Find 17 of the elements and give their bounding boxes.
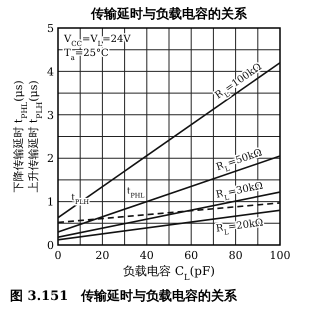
- x-axis-title: 负载电容 C$_{L}$(pF): [123, 264, 215, 282]
- x-tick-label: 40: [140, 249, 154, 262]
- y-tick-label: 4: [47, 65, 54, 78]
- text: R$_{L}$=30kΩ: [215, 180, 264, 202]
- chart-title: 传输延时与负载电容的关系: [90, 6, 248, 22]
- x-tick-label: 100: [270, 249, 290, 262]
- y-tick-label: 3: [47, 108, 54, 122]
- y-tick-label: 1: [47, 196, 54, 209]
- text: R$_{L}$=50kΩ: [214, 147, 264, 174]
- x-tick-label: 20: [95, 249, 110, 262]
- y-tick-label: 0: [47, 239, 54, 252]
- text: R$_{L}$=20kΩ: [215, 218, 264, 237]
- caption: 图 3.151 传输延时与负载电容的关系: [10, 288, 238, 304]
- x-tick-label: 80: [228, 249, 243, 262]
- x-tick-label: 60: [184, 249, 198, 262]
- y-tick-label: 5: [47, 22, 54, 35]
- y-tick-label: 2: [47, 152, 54, 166]
